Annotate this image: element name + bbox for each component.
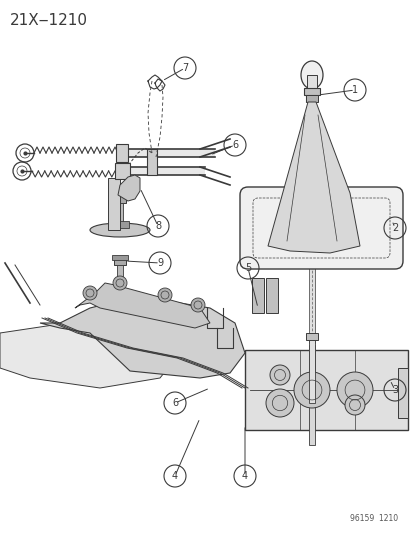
Polygon shape [303, 88, 319, 95]
Text: 1: 1 [351, 85, 357, 95]
Polygon shape [111, 221, 129, 228]
Polygon shape [305, 333, 317, 340]
Circle shape [266, 389, 293, 417]
Polygon shape [112, 255, 128, 260]
Polygon shape [308, 102, 314, 343]
Circle shape [269, 365, 289, 385]
Polygon shape [266, 278, 277, 313]
Text: 5: 5 [244, 263, 251, 273]
Text: 3: 3 [391, 385, 397, 395]
FancyBboxPatch shape [240, 187, 402, 269]
Polygon shape [308, 345, 314, 445]
Polygon shape [397, 368, 407, 418]
Polygon shape [116, 144, 128, 162]
Polygon shape [244, 350, 407, 430]
Text: 4: 4 [241, 471, 247, 481]
Polygon shape [267, 102, 359, 253]
Circle shape [336, 372, 372, 408]
Polygon shape [117, 265, 123, 278]
Polygon shape [308, 338, 314, 403]
Ellipse shape [90, 223, 150, 237]
Text: 2: 2 [391, 223, 397, 233]
Polygon shape [128, 149, 214, 157]
Polygon shape [115, 163, 130, 179]
Text: 6: 6 [231, 140, 237, 150]
Text: 7: 7 [181, 63, 188, 73]
Polygon shape [306, 75, 316, 88]
Text: 96159  1210: 96159 1210 [349, 514, 397, 523]
Circle shape [113, 276, 127, 290]
Circle shape [293, 372, 329, 408]
Polygon shape [305, 95, 317, 102]
Polygon shape [118, 175, 140, 201]
Text: 21X‒1210: 21X‒1210 [10, 13, 88, 28]
Polygon shape [75, 283, 209, 328]
Circle shape [190, 298, 204, 312]
Polygon shape [40, 298, 244, 378]
Circle shape [158, 288, 171, 302]
Ellipse shape [300, 61, 322, 89]
Text: 6: 6 [171, 398, 178, 408]
Polygon shape [114, 258, 126, 265]
Polygon shape [147, 149, 157, 175]
Text: 9: 9 [157, 258, 163, 268]
Polygon shape [117, 203, 123, 223]
Circle shape [344, 395, 364, 415]
Polygon shape [114, 196, 126, 203]
Text: 8: 8 [154, 221, 161, 231]
Polygon shape [252, 278, 263, 313]
Polygon shape [108, 178, 120, 230]
Polygon shape [128, 167, 204, 175]
Text: 4: 4 [171, 471, 178, 481]
Polygon shape [0, 318, 180, 388]
Circle shape [83, 286, 97, 300]
